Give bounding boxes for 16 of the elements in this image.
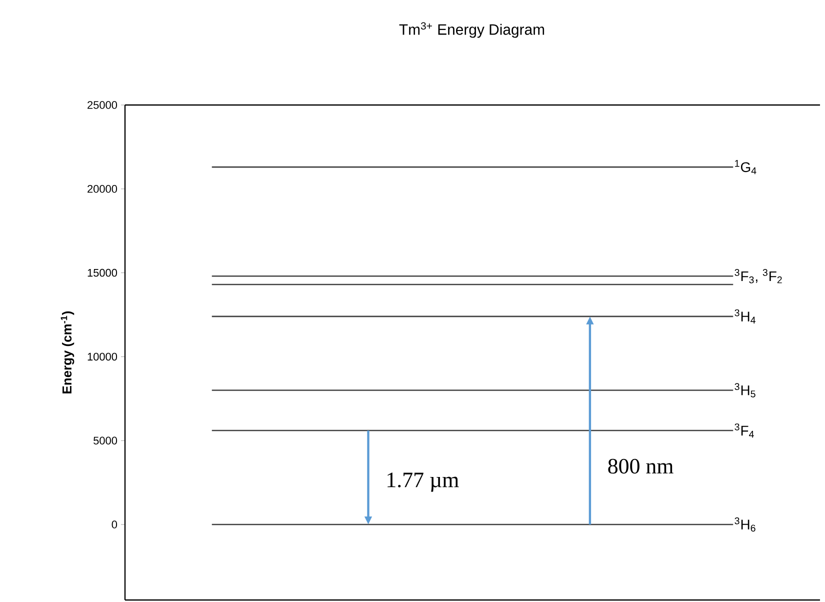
y-tick-label: 10000: [88, 352, 118, 361]
chart-title: Tm$^{3+}$ Energy Diagram: [399, 22, 544, 38]
series-label: $^{3}$H$_{6}$: [734, 517, 756, 532]
y-tick-label: 25000: [88, 101, 118, 109]
series-label: $^{1}$G$_{4}$: [735, 160, 756, 174]
y-tick-label: 5000: [94, 436, 118, 444]
series-label: $^{3}$F$_{4}$: [734, 423, 754, 438]
y-axis-title: Energy (cm$^{-1}$): [60, 311, 74, 394]
series-label: $^{3}$F$_{3}$, $^{3}$F$_{2}$: [734, 269, 782, 284]
annotation: 800 nm: [608, 458, 674, 474]
y-tick-label: 0: [112, 520, 118, 528]
y-tick-label: 15000: [88, 268, 118, 277]
series-label: $^{3}$H$_{4}$: [734, 309, 756, 324]
series-label: $^{3}$H$_{5}$: [734, 383, 756, 398]
annotation: 1.77 µm: [388, 472, 459, 492]
y-tick-label: 20000: [88, 185, 118, 193]
